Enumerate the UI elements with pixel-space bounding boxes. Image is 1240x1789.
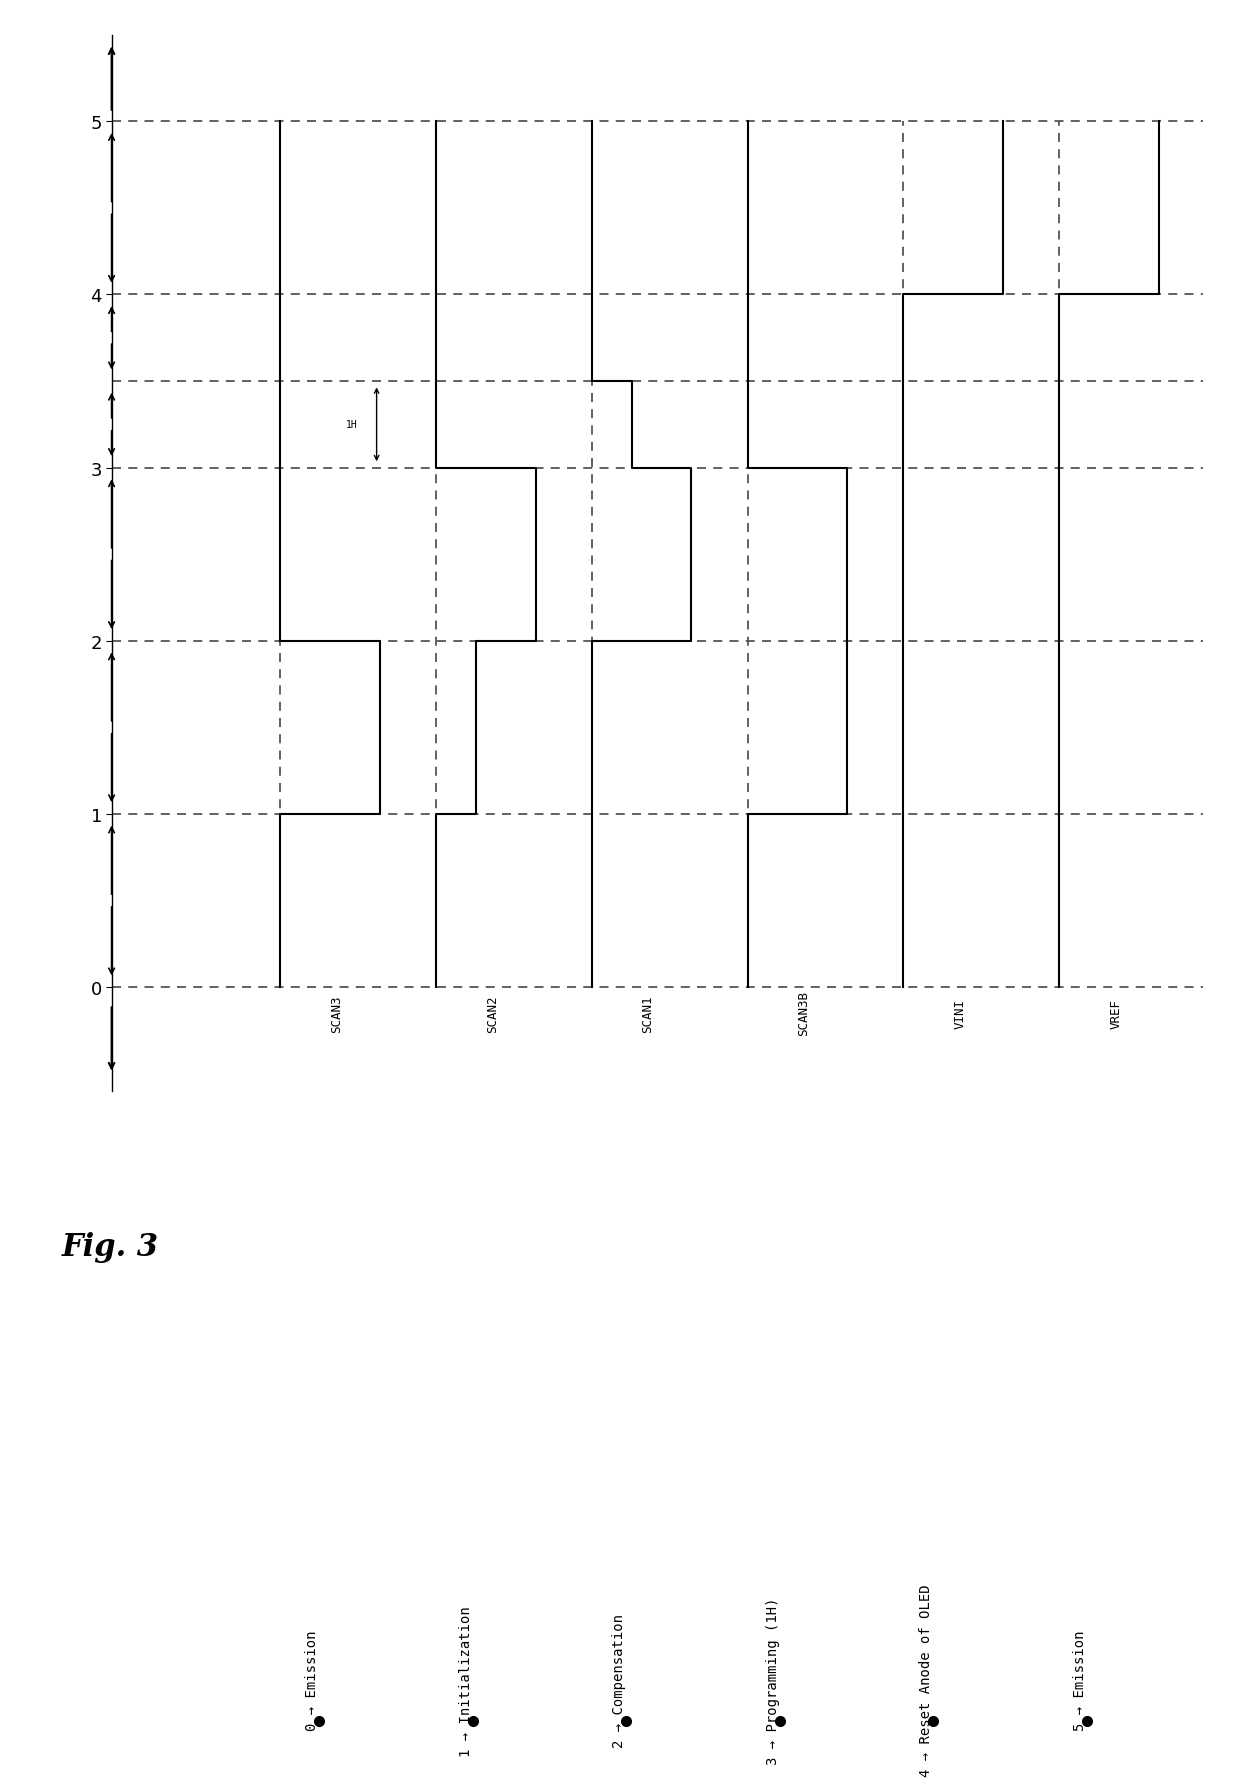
Text: Fig. 3: Fig. 3 [62,1231,159,1263]
Text: 1H: 1H [346,420,358,429]
Text: VREF: VREF [1110,998,1122,1029]
Text: 5 → Emission: 5 → Emission [1073,1630,1086,1730]
Text: 3 → Programming (1H): 3 → Programming (1H) [765,1596,780,1764]
Text: SCAN2: SCAN2 [486,995,498,1032]
Text: SCAN1: SCAN1 [641,995,655,1032]
Text: 2 → Compensation: 2 → Compensation [613,1614,626,1748]
Text: SCAN3B: SCAN3B [797,991,811,1036]
Text: 1 → Initialization: 1 → Initialization [459,1605,472,1755]
Text: 4 → Reset Anode of OLED: 4 → Reset Anode of OLED [919,1583,932,1776]
Text: SCAN3: SCAN3 [330,995,342,1032]
Text: VINI: VINI [954,998,966,1029]
Text: 0 → Emission: 0 → Emission [305,1630,319,1730]
